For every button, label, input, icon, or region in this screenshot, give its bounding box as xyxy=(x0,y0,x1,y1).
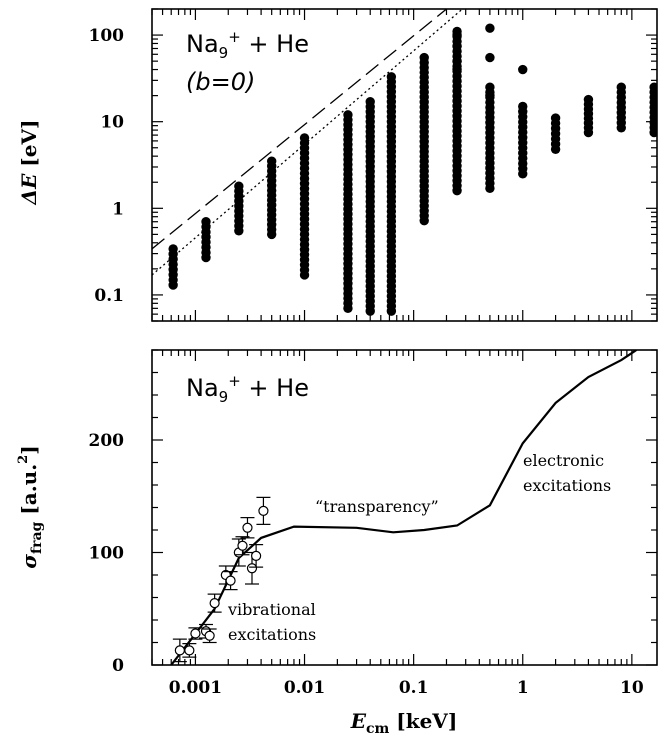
data-point xyxy=(452,185,462,196)
experiment-marker xyxy=(237,540,248,551)
annotation-electronic: electronic xyxy=(523,451,604,470)
top-panel-subtitle: (b=0) xyxy=(186,68,255,96)
experimental-point xyxy=(207,593,222,613)
bottom-experiment-points xyxy=(172,496,271,663)
bottom-x-tick-labels: 0.001 0.01 0.1 1 10 xyxy=(169,678,644,698)
annotation-vibrational-excitations: excitations xyxy=(228,625,316,644)
experiment-marker xyxy=(225,575,236,586)
top-y-tick-label: 1 xyxy=(112,199,124,219)
data-point xyxy=(386,306,397,316)
experimental-point xyxy=(249,544,264,568)
experiment-marker xyxy=(258,505,269,516)
bottom-y-axis-title: σfrag [a.u.2] xyxy=(16,445,45,568)
top-plot-frame xyxy=(151,8,658,322)
data-point xyxy=(649,127,657,138)
bottom-y-tick-labels: 0 100 200 xyxy=(89,431,125,676)
data-point xyxy=(583,127,594,138)
bottom-y-tick-label: 100 xyxy=(89,544,125,564)
bottom-x-tick-label: 0.01 xyxy=(284,678,325,698)
data-point xyxy=(616,123,626,133)
top-ticks xyxy=(151,8,657,322)
data-point xyxy=(201,252,211,263)
bottom-panel-title: Na9+ + He xyxy=(186,372,309,406)
data-point xyxy=(485,183,495,194)
data-point xyxy=(168,280,178,290)
experiment-marker xyxy=(251,550,262,561)
experiment-marker xyxy=(242,522,253,533)
data-point xyxy=(452,41,462,51)
bottom-y-tick-label: 200 xyxy=(89,431,125,451)
data-point xyxy=(485,90,495,101)
bottom-x-tick-label: 0.1 xyxy=(399,678,429,698)
experiment-marker xyxy=(209,598,220,609)
bottom-panel: 0 100 200 0.001 0.01 0.1 1 10 Na9+ + He vibrat… xyxy=(16,349,658,737)
annotation-electronic-excitations: excitations xyxy=(523,476,611,495)
experimental-point xyxy=(202,628,217,644)
data-point xyxy=(299,270,310,280)
data-point xyxy=(518,64,528,75)
experiment-marker xyxy=(246,563,258,574)
experiment-marker xyxy=(190,628,201,639)
experimental-point xyxy=(188,627,203,640)
data-point xyxy=(452,64,462,75)
top-reference-lines xyxy=(152,9,463,276)
bottom-x-tick-label: 0.001 xyxy=(169,678,222,698)
top-panel-title: Na9+ + He xyxy=(186,28,309,62)
experiment-marker xyxy=(204,630,215,641)
bottom-x-tick-label: 10 xyxy=(620,678,644,698)
experimental-point xyxy=(240,517,255,539)
data-point xyxy=(485,23,495,33)
experimental-point xyxy=(256,496,271,525)
dotted-reference-line xyxy=(152,9,463,276)
annotation-transparency: “transparency” xyxy=(315,497,439,516)
data-point xyxy=(518,169,528,179)
data-point xyxy=(234,226,244,236)
bottom-y-tick-label: 0 xyxy=(112,656,124,676)
top-data-points xyxy=(168,23,657,316)
top-y-tick-labels: 0.1 1 10 100 xyxy=(89,26,125,306)
bottom-x-tick-label: 1 xyxy=(517,678,529,698)
data-point xyxy=(485,52,495,63)
data-point xyxy=(343,303,353,314)
experiment-marker xyxy=(184,645,195,656)
bottom-x-axis-title: Ecm [keV] xyxy=(350,709,458,737)
data-point xyxy=(266,229,277,240)
data-point xyxy=(452,30,462,40)
experimental-point xyxy=(223,571,238,591)
dashed-reference-line xyxy=(152,9,447,250)
data-point xyxy=(550,144,561,155)
data-point xyxy=(452,56,462,66)
top-y-tick-label: 100 xyxy=(89,26,125,46)
top-y-axis-title: ΔE [eV] xyxy=(17,120,41,206)
annotation-vibrational: vibrational xyxy=(227,600,316,619)
experimental-point xyxy=(182,643,197,658)
top-y-tick-label: 10 xyxy=(100,113,124,133)
experiment-marker xyxy=(174,645,185,656)
data-point xyxy=(419,215,429,226)
top-y-tick-label: 0.1 xyxy=(94,286,124,306)
top-panel: 0.1 1 10 100 Na9+ + He (b=0) ΔE [eV] xyxy=(17,8,658,322)
data-point xyxy=(365,306,375,316)
